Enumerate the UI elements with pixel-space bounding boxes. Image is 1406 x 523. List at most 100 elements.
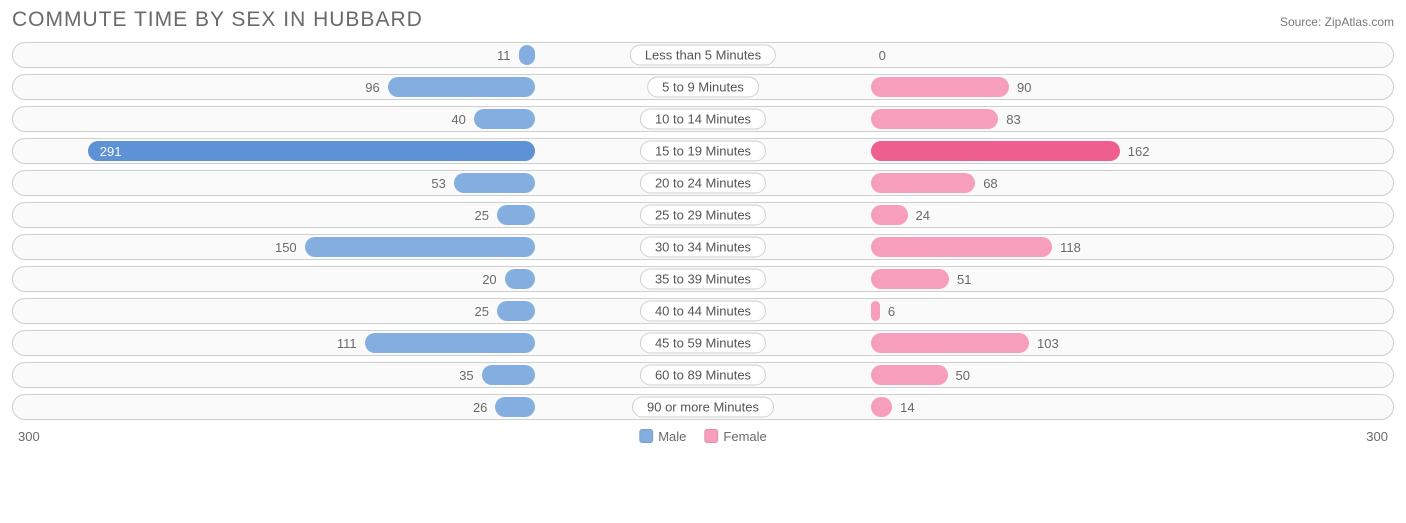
female-value: 24 [910,208,936,223]
chart-row: 150 118 30 to 34 Minutes [12,234,1394,260]
female-value: 83 [1000,112,1026,127]
axis-max-right: 300 [1366,429,1388,444]
female-bar [871,397,893,417]
category-label: 45 to 59 Minutes [640,333,766,354]
male-value: 150 [269,240,303,255]
chart-row: 96 90 5 to 9 Minutes [12,74,1394,100]
female-value: 6 [882,304,901,319]
male-value: 11 [491,48,517,63]
category-label: 35 to 39 Minutes [640,269,766,290]
category-label: 15 to 19 Minutes [640,141,766,162]
category-label: Less than 5 Minutes [630,45,776,66]
male-bar [497,205,535,225]
female-bar [871,365,948,385]
female-bar [871,205,908,225]
female-bar [871,301,880,321]
male-value: 25 [468,208,494,223]
male-half: 291 [13,139,703,163]
header: COMMUTE TIME BY SEX IN HUBBARD Source: Z… [12,8,1394,32]
male-value: 35 [453,368,479,383]
male-half: 35 [13,363,703,387]
legend: Male Female [639,429,767,444]
chart-row: 26 14 90 or more Minutes [12,394,1394,420]
female-bar [871,269,949,289]
chart-rows: 11 0 Less than 5 Minutes 96 90 5 to 9 Minutes… [12,42,1394,420]
female-value: 118 [1054,240,1087,255]
male-bar [505,269,536,289]
chart-footer: 300 Male Female 300 [12,426,1394,446]
legend-label: Female [723,429,766,444]
male-value: 53 [425,176,451,191]
female-value: 68 [977,176,1003,191]
legend-swatch [639,429,653,443]
male-half: 26 [13,395,703,419]
female-half: 0 [703,43,1393,67]
legend-label: Male [658,429,686,444]
male-bar [305,237,536,257]
chart-container: COMMUTE TIME BY SEX IN HUBBARD Source: Z… [0,0,1406,523]
female-half: 51 [703,267,1393,291]
male-half: 111 [13,331,703,355]
female-value: 90 [1011,80,1037,95]
male-half: 25 [13,203,703,227]
female-half: 14 [703,395,1393,419]
male-value: 26 [467,400,493,415]
female-value: 103 [1031,336,1065,351]
chart-row: 20 51 35 to 39 Minutes [12,266,1394,292]
male-bar [365,333,536,353]
chart-row: 53 68 20 to 24 Minutes [12,170,1394,196]
female-value: 162 [1122,144,1156,159]
female-value: 51 [951,272,977,287]
category-label: 30 to 34 Minutes [640,237,766,258]
male-value: 20 [476,272,502,287]
female-value: 14 [894,400,920,415]
chart-source: Source: ZipAtlas.com [1280,15,1394,29]
chart-row: 25640 to 44 Minutes [12,298,1394,324]
male-half: 53 [13,171,703,195]
chart-row: 40 83 10 to 14 Minutes [12,106,1394,132]
category-label: 20 to 24 Minutes [640,173,766,194]
category-label: 25 to 29 Minutes [640,205,766,226]
category-label: 60 to 89 Minutes [640,365,766,386]
male-bar [495,397,535,417]
male-value: 111 [331,336,363,351]
chart-title: COMMUTE TIME BY SEX IN HUBBARD [12,8,423,32]
female-half: 83 [703,107,1393,131]
chart-row: 111 103 45 to 59 Minutes [12,330,1394,356]
legend-swatch [704,429,718,443]
male-half: 11 [13,43,703,67]
female-half: 90 [703,75,1393,99]
male-bar: 291 [88,141,536,161]
legend-item: Female [704,429,766,444]
male-value: 96 [359,80,385,95]
female-half: 6 [703,299,1393,323]
male-bar [388,77,536,97]
female-bar [871,141,1120,161]
female-bar [871,333,1029,353]
category-label: 10 to 14 Minutes [640,109,766,130]
male-value: 25 [468,304,494,319]
female-bar [871,109,999,129]
male-bar [474,109,536,129]
female-half: 50 [703,363,1393,387]
category-label: 5 to 9 Minutes [647,77,759,98]
female-value: 50 [950,368,976,383]
male-half: 20 [13,267,703,291]
male-half: 150 [13,235,703,259]
male-half: 25 [13,299,703,323]
male-bar [497,301,535,321]
axis-max-left: 300 [18,429,40,444]
category-label: 90 or more Minutes [632,397,774,418]
chart-row: 291 162 15 to 19 Minutes [12,138,1394,164]
male-value: 291 [94,141,128,161]
female-half: 118 [703,235,1393,259]
female-bar [871,77,1009,97]
male-half: 40 [13,107,703,131]
female-half: 24 [703,203,1393,227]
chart-row: 25 24 25 to 29 Minutes [12,202,1394,228]
female-value: 0 [873,48,892,63]
female-bar [871,237,1053,257]
female-half: 103 [703,331,1393,355]
male-bar [519,45,536,65]
chart-row: 11 0 Less than 5 Minutes [12,42,1394,68]
